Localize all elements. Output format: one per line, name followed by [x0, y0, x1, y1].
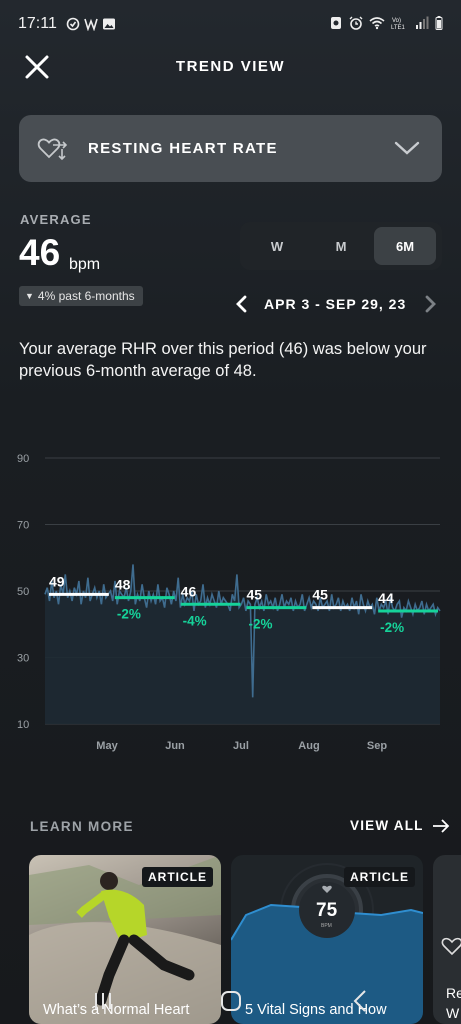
x-tick-label: Jul: [233, 740, 249, 752]
period-option-week[interactable]: W: [270, 238, 284, 254]
arrow-right-icon: [432, 818, 449, 833]
view-all-link[interactable]: VIEW ALL: [350, 818, 450, 833]
monthly-average-label: 46: [181, 583, 197, 599]
article-card-normal-heart[interactable]: ARTICLE What’s a Normal Heart: [29, 855, 221, 1024]
x-tick-label: Aug: [298, 740, 319, 752]
monthly-average-label: 45: [312, 587, 328, 603]
status-time: 17:11: [18, 15, 57, 32]
y-tick-label: 50: [17, 586, 29, 598]
monthly-average-label: 44: [378, 590, 394, 606]
period-option-6-months[interactable]: 6M: [374, 227, 436, 265]
x-tick-label: Jun: [165, 740, 185, 752]
top-bar: TREND VIEW: [0, 48, 461, 88]
x-tick-label: May: [96, 740, 118, 752]
svg-text:LTE1: LTE1: [391, 25, 406, 30]
chevron-down-icon: [394, 141, 420, 155]
alarm-clock-icon: [349, 16, 363, 30]
date-navigator: APR 3 - SEP 29, 23: [232, 292, 442, 316]
card-tag: ARTICLE: [344, 867, 415, 887]
runner-image: [29, 855, 221, 1024]
series-line: [44, 564, 441, 698]
trend-chart: 10 30 50 70 90 May Jun Jul Aug Sep 49 48 -2% 46 -4% 45 -…: [0, 440, 461, 760]
image-icon: [103, 18, 115, 30]
monthly-change-label: -2%: [249, 617, 273, 632]
period-option-month[interactable]: M: [335, 238, 347, 254]
w-app-icon: [84, 18, 98, 31]
monthly-change-label: -2%: [117, 607, 141, 622]
status-right-icons: Vo) LTE1: [329, 16, 443, 30]
signal-icon: [416, 16, 429, 29]
change-text: 4% past 6-months: [37, 289, 135, 303]
y-tick-label: 70: [17, 520, 29, 532]
recent-apps-icon[interactable]: [88, 986, 118, 1016]
average-value: 46: [19, 232, 61, 273]
system-nav-bar: [0, 980, 461, 1024]
chevron-left-icon[interactable]: [234, 294, 248, 314]
article-card-vital-signs[interactable]: 75 BPM ARTICLE 5 Vital Signs and How: [231, 855, 423, 1024]
chart-svg: 10 30 50 70 90 May Jun Jul Aug Sep 49 48 -2% 46 -4% 45 -…: [17, 453, 441, 752]
page-title: TREND VIEW: [175, 58, 286, 75]
metric-dropdown[interactable]: RESTING HEART RATE: [19, 115, 442, 182]
card-title: What’s a Normal Heart: [43, 1002, 190, 1018]
average-label: AVERAGE: [20, 212, 92, 227]
wifi-icon: [369, 17, 385, 30]
date-range: APR 3 - SEP 29, 23: [264, 296, 407, 312]
heart-outline-icon: [441, 937, 461, 956]
heart-rate-gauge-image: [231, 863, 423, 1024]
monthly-change-label: -4%: [183, 613, 207, 628]
monthly-average-label: 49: [49, 573, 65, 589]
metric-label: RESTING HEART RATE: [88, 140, 278, 157]
down-triangle-icon: ▼: [25, 291, 34, 301]
back-icon[interactable]: [346, 986, 376, 1016]
card-title: Re W: [446, 985, 461, 1021]
close-icon[interactable]: [24, 54, 50, 80]
alarm-app-icon: [331, 17, 341, 29]
x-tick-label: Sep: [367, 740, 387, 752]
chevron-right-icon[interactable]: [424, 294, 438, 314]
gauge-value: 75: [316, 900, 338, 921]
average-unit: bpm: [69, 256, 101, 273]
svg-text:Vo): Vo): [392, 18, 401, 24]
check-circle-icon: [66, 17, 80, 31]
learn-more-label: LEARN MORE: [30, 819, 134, 834]
gauge-unit: BPM: [321, 923, 332, 929]
series-area: [45, 564, 440, 724]
summary-text: Your average RHR over this period (46) w…: [19, 340, 427, 380]
home-icon[interactable]: [216, 986, 246, 1016]
change-badge: ▼ 4% past 6-months: [19, 286, 143, 306]
y-tick-label: 30: [17, 653, 29, 665]
y-tick-label: 90: [17, 453, 29, 465]
card-title: 5 Vital Signs and How: [245, 1002, 387, 1018]
view-all-label: VIEW ALL: [350, 818, 424, 833]
monthly-average-label: 45: [247, 587, 263, 603]
battery-icon: [435, 16, 443, 30]
status-left-icons: [66, 17, 116, 31]
heart-trend-icon: [37, 138, 68, 161]
status-bar: 17:11 Vo) LTE1: [0, 0, 461, 48]
y-tick-label: 10: [17, 719, 29, 731]
volte-icon: Vo)LTE1: [391, 18, 406, 30]
period-toggle: W M 6M: [240, 222, 442, 270]
monthly-average-label: 48: [115, 577, 131, 593]
article-card-partial[interactable]: Re W: [433, 855, 461, 1024]
monthly-change-label: -2%: [380, 620, 404, 635]
card-tag: ARTICLE: [142, 867, 213, 887]
